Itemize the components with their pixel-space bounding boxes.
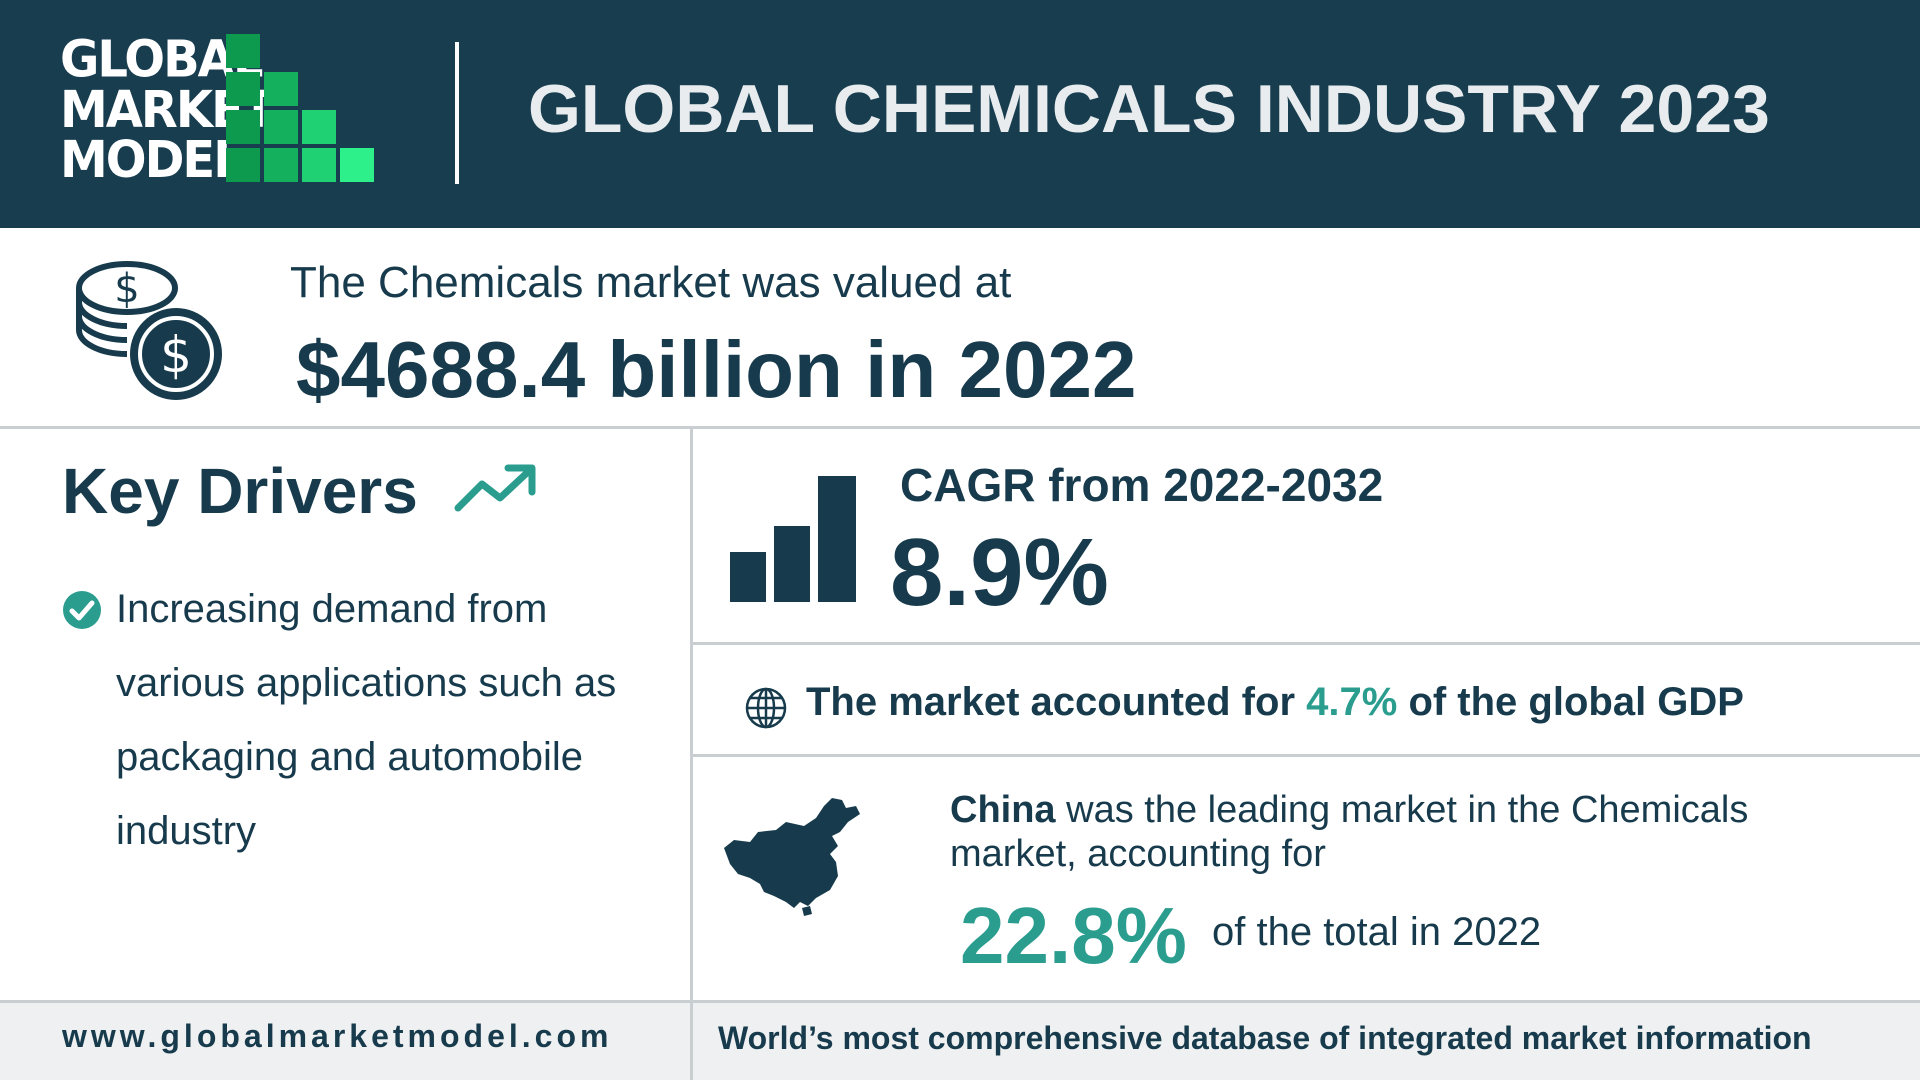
logo-line-model: MODEL [60,131,244,190]
cagr-value: 8.9% [890,519,1109,626]
header-banner: GLOBAL MARKET MODEL GLOBAL CHEMICALS IND… [0,0,1920,228]
key-driver-item: Increasing demand from various applicati… [116,587,617,853]
footer-website-link[interactable]: www.globalmarketmodel.com [62,1018,613,1054]
section-divider-cagr [693,642,1920,645]
valuation-amount: $4688.4 billion in 2022 [296,325,1137,414]
gdp-statement: The market accounted for 4.7% of the glo… [806,680,1744,725]
check-circle-icon [63,591,101,629]
footer-divider [0,1000,1920,1003]
footer-column-divider [690,1002,693,1080]
logo-wordmark: GLOBAL MARKET MODEL [60,30,275,190]
column-divider [690,426,693,1002]
page-title: GLOBAL CHEMICALS INDUSTRY 2023 [528,71,1770,147]
footer-bar [0,1002,1920,1080]
gdp-prefix: The market accounted for [806,680,1296,724]
leading-market-country: China [950,789,1056,831]
header-divider [455,42,459,184]
leading-market-text: China was the leading market in the Chem… [950,788,1850,876]
logo-line-global: GLOBAL [60,30,263,89]
valuation-intro: The Chemicals market was valued at [290,258,1012,307]
svg-text:$: $ [114,266,139,312]
gdp-suffix: of the global GDP [1408,680,1744,724]
key-drivers-title: Key Drivers [62,455,418,527]
logo-line-market: MARKET [60,80,275,140]
trend-up-icon [454,464,536,512]
valuation-section: $ $ The Chemicals market was valued at $… [0,228,1920,428]
gdp-value: 4.7% [1306,680,1398,724]
leading-market-share: 22.8% [960,891,1187,980]
cagr-label: CAGR from 2022-2032 [900,459,1384,511]
globe-icon [745,687,787,729]
leading-market-tail: of the total in 2022 [1212,910,1542,954]
footer-tagline: World’s most comprehensive database of i… [718,1020,1812,1056]
money-coins-icon: $ $ [76,261,222,400]
china-map-icon [724,798,860,916]
section-divider-gdp [693,754,1920,757]
svg-text:$: $ [160,326,192,384]
logo-blocks-icon [226,34,386,184]
bar-chart-icon [730,476,856,602]
leading-market-description: was the leading market in the Chemicals … [950,789,1749,875]
section-divider-top [0,426,1920,429]
